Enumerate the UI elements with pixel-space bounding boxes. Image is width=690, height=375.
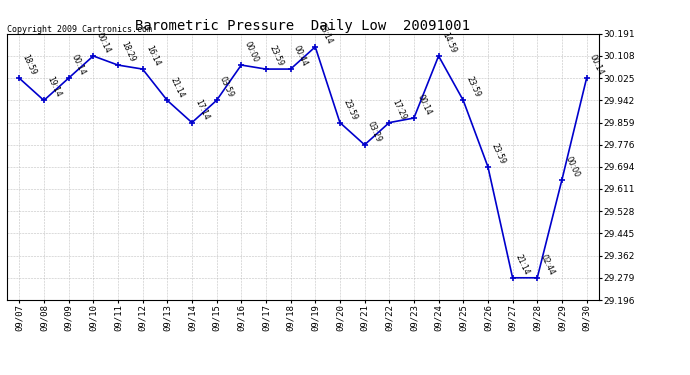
- Text: 21:14: 21:14: [168, 76, 186, 99]
- Text: 00:14: 00:14: [70, 53, 88, 77]
- Text: 00:00: 00:00: [563, 155, 581, 178]
- Text: Copyright 2009 Cartronics.com: Copyright 2009 Cartronics.com: [7, 25, 152, 34]
- Text: 23:14: 23:14: [317, 22, 334, 45]
- Text: 18:59: 18:59: [21, 53, 38, 77]
- Text: 00:00: 00:00: [243, 40, 260, 64]
- Title: Barometric Pressure  Daily Low  20091001: Barometric Pressure Daily Low 20091001: [135, 19, 471, 33]
- Text: 00:14: 00:14: [95, 31, 112, 55]
- Text: 00:44: 00:44: [292, 44, 309, 68]
- Text: 16:14: 16:14: [144, 44, 161, 68]
- Text: 02:44: 02:44: [539, 253, 556, 276]
- Text: 19:14: 19:14: [46, 75, 63, 99]
- Text: 00:14: 00:14: [588, 53, 605, 77]
- Text: 21:14: 21:14: [514, 253, 531, 276]
- Text: 23:59: 23:59: [267, 44, 285, 68]
- Text: 23:59: 23:59: [489, 142, 506, 165]
- Text: 18:29: 18:29: [119, 40, 137, 64]
- Text: 23:59: 23:59: [342, 98, 359, 121]
- Text: 17:29: 17:29: [391, 98, 408, 121]
- Text: 14:59: 14:59: [440, 31, 457, 55]
- Text: 23:59: 23:59: [464, 75, 482, 99]
- Text: 17:14: 17:14: [193, 98, 210, 121]
- Text: 03:29: 03:29: [366, 120, 384, 143]
- Text: 00:14: 00:14: [415, 93, 433, 117]
- Text: 03:59: 03:59: [218, 75, 235, 99]
